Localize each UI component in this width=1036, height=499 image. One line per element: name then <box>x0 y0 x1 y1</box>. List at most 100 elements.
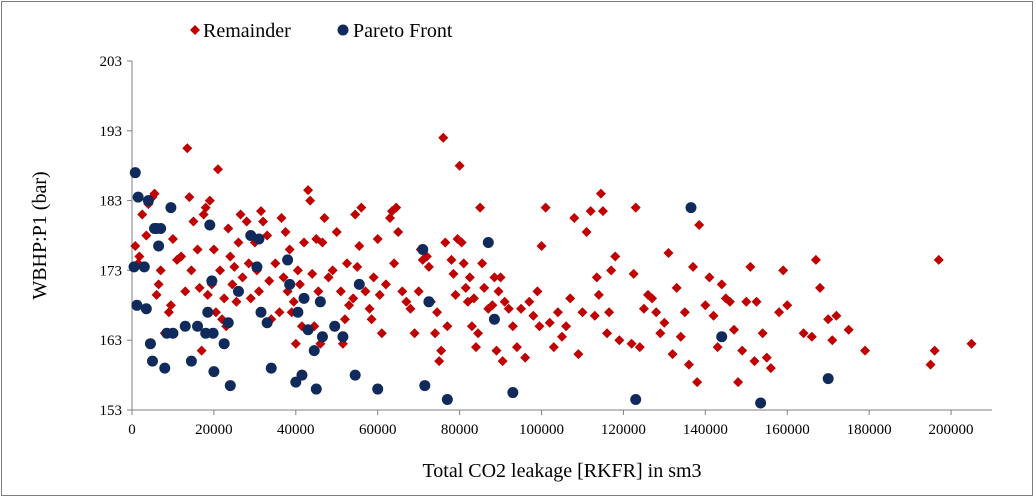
pareto-point <box>349 369 361 381</box>
x-axis-title: Total CO2 leakage [RKFR] in sm3 <box>422 460 701 482</box>
pareto-point <box>224 380 236 392</box>
remainder-point <box>761 352 772 363</box>
pareto-point <box>142 195 154 207</box>
pareto-point <box>423 296 435 308</box>
remainder-point <box>258 216 269 227</box>
remainder-point <box>200 202 211 213</box>
remainder-point <box>434 356 445 367</box>
y-tick-label: 193 <box>100 124 123 140</box>
pareto-point <box>282 254 294 266</box>
remainder-point <box>423 261 434 272</box>
remainder-point <box>565 293 576 304</box>
remainder-point <box>342 258 352 269</box>
pareto-point <box>353 278 365 290</box>
pareto-point <box>308 345 320 357</box>
remainder-point <box>284 244 295 255</box>
remainder-point <box>925 359 936 370</box>
x-tick-label: 100000 <box>519 422 564 438</box>
remainder-point <box>137 209 148 220</box>
pareto-point <box>261 317 273 329</box>
pareto-point <box>204 219 216 231</box>
remainder-point <box>344 300 355 311</box>
remainder-point <box>458 258 469 269</box>
remainder-point <box>299 237 309 248</box>
remainder-point <box>528 310 539 321</box>
pareto-point <box>165 202 177 214</box>
remainder-point <box>466 321 477 332</box>
pareto-point <box>685 202 697 214</box>
pareto-point <box>372 383 384 395</box>
remainder-point <box>331 227 342 238</box>
remainder-point <box>317 237 328 248</box>
remainder-point <box>237 272 248 283</box>
pareto-point <box>140 303 152 315</box>
remainder-point <box>290 338 301 349</box>
remainder-point <box>305 195 316 206</box>
x-tick-label: 120000 <box>601 422 646 438</box>
remainder-point <box>264 275 275 286</box>
remainder-point <box>487 300 498 311</box>
remainder-point <box>557 331 567 342</box>
remainder-point <box>176 251 187 262</box>
pareto-point <box>337 331 349 343</box>
remainder-point <box>737 345 748 356</box>
remainder-point <box>235 209 246 220</box>
pareto-point <box>128 261 140 273</box>
remainder-point <box>196 345 207 356</box>
remainder-point <box>319 213 330 224</box>
remainder-point <box>647 293 658 304</box>
remainder-point <box>442 321 453 332</box>
pareto-point <box>185 355 197 367</box>
remainder-point <box>712 342 723 353</box>
remainder-point <box>339 314 350 325</box>
remainder-point <box>219 293 230 304</box>
x-tick-label: 140000 <box>683 422 728 438</box>
remainder-point <box>516 303 527 314</box>
remainder-point <box>774 307 785 318</box>
remainder-point <box>210 307 221 318</box>
x-ticks: 0 20000 40000 60000 80000 100000 120000 140000 1… <box>128 410 974 438</box>
remainder-point <box>806 331 817 342</box>
remainder-point <box>432 307 443 318</box>
pareto-point <box>218 338 230 350</box>
remainder-point <box>262 230 273 241</box>
remainder-point <box>638 303 649 314</box>
legend-marker-pareto <box>337 24 349 36</box>
remainder-point <box>223 223 234 234</box>
remainder-point <box>614 335 625 346</box>
remainder-point <box>589 310 600 321</box>
x-tick-label: 200000 <box>929 422 974 438</box>
remainder-point <box>227 279 238 290</box>
remainder-point <box>464 272 475 283</box>
remainder-point <box>729 324 739 335</box>
pareto-point <box>207 327 219 339</box>
remainder-point <box>606 265 617 276</box>
remainder-point <box>692 377 703 388</box>
remainder-point <box>569 213 580 224</box>
legend-marker-remainder <box>190 25 200 35</box>
pareto-point <box>296 369 308 381</box>
pareto-point <box>153 240 165 252</box>
remainder-point <box>380 279 391 290</box>
remainder-point <box>165 300 176 311</box>
remainder-point <box>225 251 236 262</box>
remainder-point <box>430 328 441 339</box>
pareto-point <box>167 327 179 339</box>
remainder-point <box>253 286 264 297</box>
remainder-point <box>831 310 842 321</box>
remainder-point <box>933 254 944 265</box>
remainder-point <box>335 286 346 297</box>
pareto-point <box>138 261 150 273</box>
remainder-point <box>288 296 299 307</box>
remainder-point <box>477 258 488 269</box>
remainder-point <box>626 338 637 349</box>
remainder-point <box>352 261 363 272</box>
pareto-point <box>755 397 767 409</box>
remainder-point <box>401 296 412 307</box>
x-tick-label: 60000 <box>359 422 397 438</box>
remainder-point <box>256 206 266 217</box>
y-tick-label: 163 <box>100 333 123 349</box>
remainder-point <box>561 321 572 332</box>
remainder-point <box>497 356 508 367</box>
y-tick-label: 153 <box>100 403 123 419</box>
